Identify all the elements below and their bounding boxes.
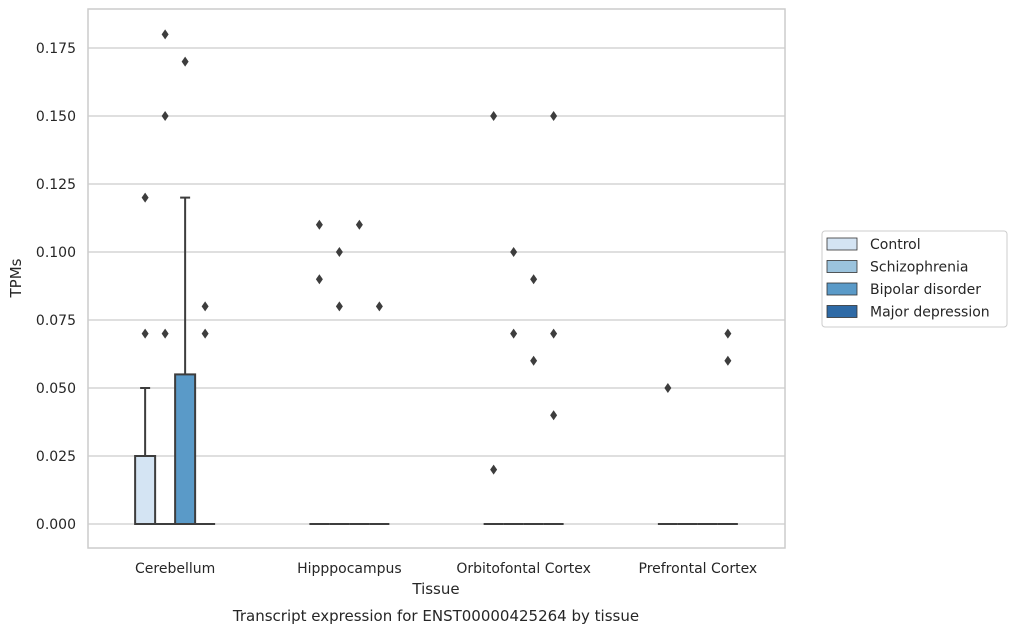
box-schizophrenia [329, 247, 350, 525]
box-major-depression [543, 111, 564, 525]
box-schizophrenia [503, 247, 524, 525]
y-axis-label: TPMs [7, 258, 25, 298]
box-control [309, 219, 330, 525]
x-tick-label: Cerebellum [135, 561, 215, 577]
plot-area-frame [87, 8, 786, 549]
box-control [134, 192, 157, 525]
outlier-point [335, 301, 343, 312]
y-tick-label: 0.100 [36, 245, 76, 261]
y-tick-label: 0.050 [36, 381, 76, 397]
legend-swatch [826, 260, 858, 273]
outlier-point [161, 111, 169, 121]
outlier-point [315, 219, 323, 230]
box-bipolar-disorder [523, 274, 544, 525]
x-tick-label: Prefrontal Cortex [639, 561, 758, 577]
legend-label: Schizophrenia [870, 260, 968, 276]
outlier-point [201, 301, 209, 312]
box-control [657, 383, 678, 525]
outlier-point [141, 192, 149, 203]
chart-caption: Transcript expression for ENST0000042526… [232, 607, 639, 625]
y-tick-label: 0.125 [36, 177, 76, 193]
box-body [134, 455, 157, 525]
box-bipolar-disorder [349, 219, 370, 525]
legend-items: Control Schizophrenia Bipolar disorder Majo… [826, 237, 990, 321]
outlier-point [161, 29, 169, 40]
y-tick-label: 0.175 [36, 41, 76, 57]
outlier-point [335, 247, 343, 257]
outlier-point [510, 328, 518, 339]
legend-label: Control [870, 237, 921, 253]
y-tick-label: 0.025 [36, 449, 76, 465]
x-axis-label: Tissue [411, 580, 459, 598]
box-bipolar-disorder [174, 56, 197, 525]
outlier-point [724, 328, 732, 339]
box-major-depression [717, 328, 738, 525]
legend-label: Bipolar disorder [870, 282, 981, 298]
outlier-point [141, 328, 149, 339]
outlier-point [530, 274, 538, 285]
outlier-point [550, 328, 558, 339]
y-axis-ticks: 0.000 0.025 0.050 0.075 0.100 0.125 0.150 0.175 [36, 41, 76, 533]
x-axis-ticks: Cerebellum Hipppocampus Orbitofontal Corte… [135, 561, 757, 577]
x-tick-label: Hipppocampus [297, 561, 402, 577]
outlier-point [724, 355, 732, 366]
y-tick-label: 0.150 [36, 109, 76, 125]
outlier-point [490, 464, 498, 475]
box-major-depression [195, 301, 216, 525]
legend-swatch [826, 305, 858, 318]
box-plot-layer [134, 29, 738, 525]
outlier-point [550, 111, 558, 121]
outlier-point [355, 219, 363, 230]
outlier-point [181, 56, 189, 67]
outlier-point [161, 328, 169, 339]
outlier-point [550, 410, 558, 421]
outlier-point [315, 274, 323, 285]
box-body [174, 373, 197, 525]
outlier-point [201, 328, 209, 339]
box-control [483, 111, 504, 525]
legend-frame [821, 230, 1008, 328]
legend-swatch [826, 282, 858, 296]
y-tick-label: 0.075 [36, 313, 76, 329]
box-major-depression [369, 301, 390, 525]
outlier-point [664, 383, 672, 393]
y-tick-label: 0.000 [36, 517, 76, 533]
outlier-point [530, 355, 538, 366]
legend-label: Major depression [870, 305, 990, 321]
legend-swatch [826, 237, 858, 251]
outlier-point [375, 301, 383, 312]
outlier-point [490, 111, 498, 121]
grid-lines [88, 47, 785, 525]
outlier-point [510, 247, 518, 257]
box-schizophrenia [155, 29, 176, 525]
x-tick-label: Orbitofontal Cortex [456, 561, 591, 577]
legend: Control Schizophrenia Bipolar disorder Majo… [821, 230, 1008, 328]
